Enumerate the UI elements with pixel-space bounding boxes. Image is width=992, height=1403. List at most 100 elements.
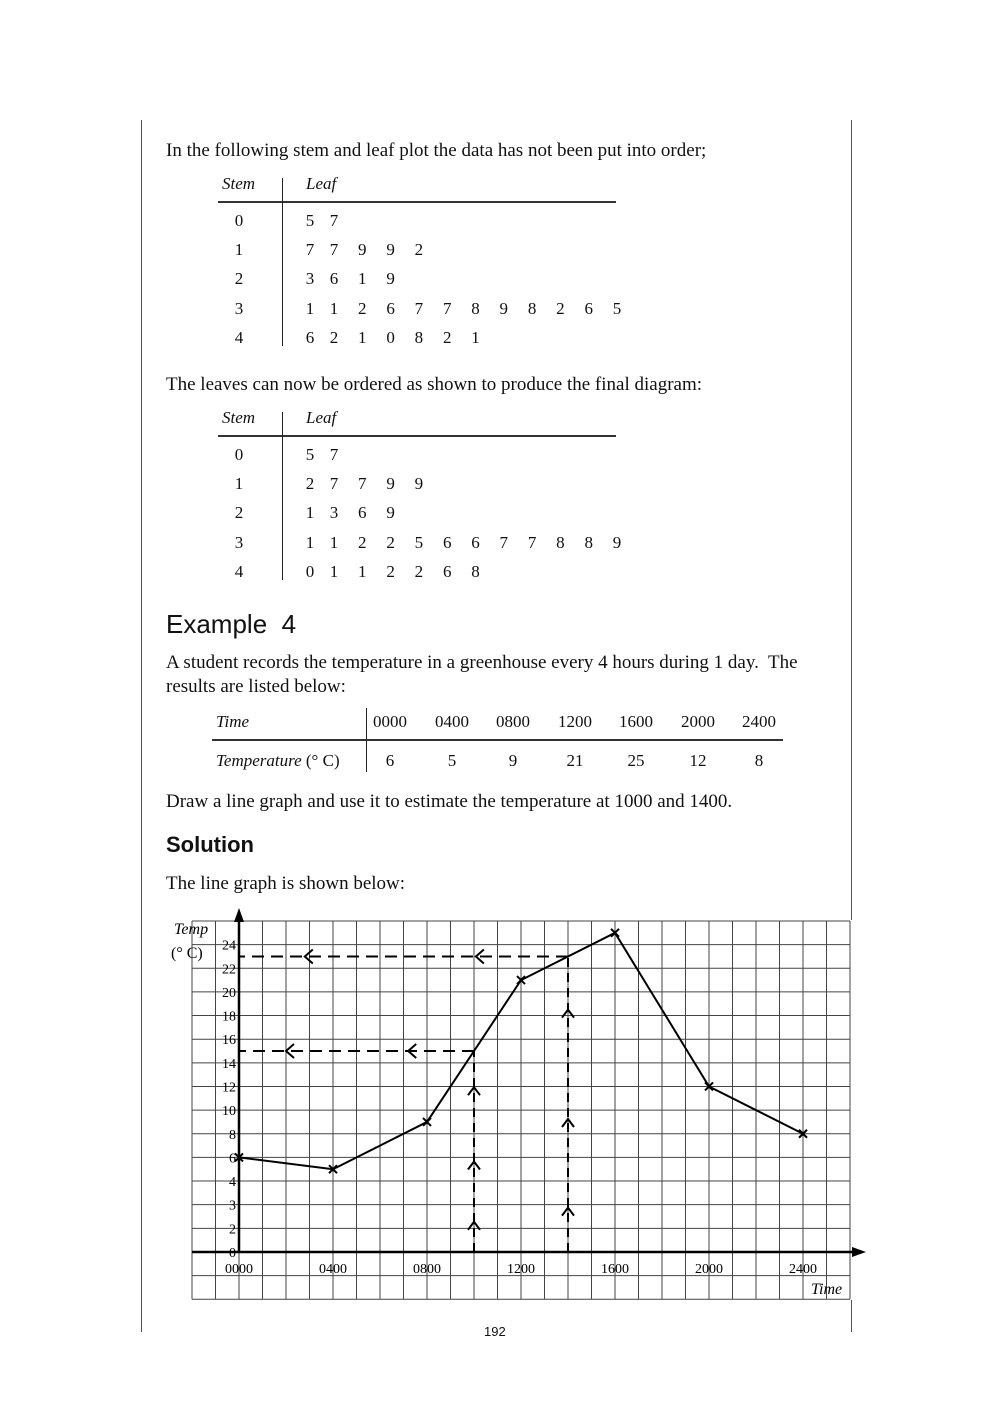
data-point-marker bbox=[516, 975, 526, 985]
temperature-label: Temperature (° C) bbox=[216, 751, 340, 771]
y-tick-label: 18 bbox=[222, 1010, 236, 1025]
table-rule bbox=[212, 739, 783, 741]
arrow-up-icon bbox=[561, 1007, 575, 1019]
x-tick-label: 2400 bbox=[789, 1262, 817, 1277]
leaf-value: 7 bbox=[414, 298, 424, 318]
x-axis-label: Time bbox=[811, 1281, 842, 1298]
leaf-value: 2 bbox=[329, 327, 339, 347]
leaf-value: 2 bbox=[414, 240, 424, 260]
leaf-value: 5 bbox=[305, 211, 315, 230]
y-tick-label: 6 bbox=[229, 1151, 236, 1166]
time-label: Time bbox=[216, 712, 250, 731]
leaf-value: 6 bbox=[584, 298, 593, 318]
leaf-value: 8 bbox=[414, 327, 424, 347]
leaf-value: 6 bbox=[329, 269, 339, 289]
stem-divider bbox=[282, 412, 283, 580]
temperature-value: 21 bbox=[566, 751, 584, 770]
leaf-value: 8 bbox=[584, 532, 593, 552]
stem-value: 2 bbox=[234, 503, 244, 523]
leaf-value: 1 bbox=[305, 532, 315, 552]
header-rule bbox=[218, 435, 616, 437]
y-axis-label: Temp bbox=[174, 921, 208, 938]
stem-value: 0 bbox=[234, 445, 244, 464]
leaf-value: 5 bbox=[414, 532, 424, 552]
time-value: 0000 bbox=[373, 712, 407, 731]
leaf-value: 6 bbox=[442, 532, 452, 552]
leaf-value: 6 bbox=[386, 298, 395, 318]
leaf-value: 7 bbox=[442, 298, 452, 318]
leaf-value: 3 bbox=[305, 269, 315, 289]
leaf-value: 7 bbox=[499, 532, 509, 552]
leaf-value: 1 bbox=[305, 503, 315, 523]
leaf-value: 9 bbox=[386, 503, 395, 523]
ordered-text: The leaves can now be ordered as shown t… bbox=[166, 374, 703, 395]
right-margin-line-lower bbox=[851, 1300, 852, 1332]
temperature-value: 25 bbox=[627, 751, 645, 770]
x-tick-label: 1200 bbox=[507, 1262, 535, 1277]
arrow-up-icon bbox=[561, 1205, 575, 1217]
leaf-value: 0 bbox=[386, 327, 395, 347]
y-tick-label: 8 bbox=[229, 1128, 236, 1143]
leaf-value: 2 bbox=[358, 532, 367, 552]
intro-text: In the following stem and leaf plot the … bbox=[166, 140, 707, 161]
leaf-value: 1 bbox=[358, 269, 367, 289]
example-text-2: results are listed below: bbox=[166, 676, 346, 697]
x-tick-label: 0400 bbox=[319, 1262, 347, 1277]
arrow-up-icon bbox=[561, 1117, 575, 1128]
y-tick-label: 22 bbox=[222, 962, 236, 977]
stem-value: 4 bbox=[234, 561, 244, 581]
leaf-value: 5 bbox=[305, 445, 315, 464]
y-tick-label: 12 bbox=[222, 1080, 236, 1095]
temperature-label-text: Temperature bbox=[216, 751, 302, 770]
leaf-value: 9 bbox=[612, 532, 622, 552]
leaf-value: 8 bbox=[471, 298, 480, 318]
temperature-value: 6 bbox=[385, 751, 395, 770]
leaf-value: 9 bbox=[386, 240, 395, 260]
header-rule bbox=[218, 201, 616, 203]
stem-value: 1 bbox=[234, 474, 244, 494]
time-value: 2000 bbox=[681, 712, 715, 731]
leaf-value: 0 bbox=[305, 561, 315, 581]
temperature-value: 5 bbox=[447, 751, 457, 770]
leaf-value: 2 bbox=[442, 327, 452, 347]
arrow-left-icon bbox=[284, 1043, 295, 1059]
page-number: 192 bbox=[484, 1324, 506, 1339]
leaf-value: 7 bbox=[358, 474, 367, 494]
leaf-value: 2 bbox=[305, 474, 315, 494]
y-tick-label: 14 bbox=[222, 1057, 236, 1072]
arrow-up-icon bbox=[467, 1220, 481, 1231]
stem-header: Stem bbox=[222, 408, 256, 427]
y-tick-label: 16 bbox=[222, 1033, 236, 1048]
time-value: 0400 bbox=[435, 712, 469, 731]
leaf-value: 2 bbox=[386, 532, 395, 552]
x-axis-arrow-icon bbox=[852, 1246, 866, 1257]
time-value: 0800 bbox=[496, 712, 530, 731]
stem-value: 4 bbox=[234, 327, 244, 347]
example-title: Example 4 bbox=[166, 609, 297, 639]
leaf-value: 1 bbox=[329, 561, 339, 581]
leaf-value: 6 bbox=[442, 561, 452, 581]
leaf-value: 2 bbox=[358, 298, 367, 318]
arrow-left-icon bbox=[474, 948, 485, 965]
leaf-value: 1 bbox=[471, 327, 480, 347]
stem-value: 0 bbox=[234, 211, 244, 230]
right-margin-line bbox=[851, 120, 852, 920]
temperature-value: 12 bbox=[689, 751, 707, 770]
arrow-up-icon bbox=[467, 1159, 481, 1171]
arrow-left-icon bbox=[303, 948, 314, 965]
data-point-marker bbox=[328, 1164, 338, 1174]
leaf-value: 9 bbox=[499, 298, 509, 318]
leaf-value: 8 bbox=[556, 532, 565, 552]
task-text: Draw a line graph and use it to estimate… bbox=[166, 791, 733, 812]
stem-header: Stem bbox=[222, 174, 256, 193]
leaf-value: 2 bbox=[386, 561, 395, 581]
leaf-value: 6 bbox=[471, 532, 480, 552]
y-tick-label: 24 bbox=[222, 939, 236, 954]
left-margin-line bbox=[141, 120, 142, 1332]
leaf-value: 5 bbox=[612, 298, 622, 318]
y-tick-label: 3 bbox=[229, 1199, 236, 1214]
leaf-value: 1 bbox=[329, 532, 339, 552]
stem-value: 3 bbox=[234, 532, 244, 552]
time-value: 1200 bbox=[558, 712, 592, 731]
